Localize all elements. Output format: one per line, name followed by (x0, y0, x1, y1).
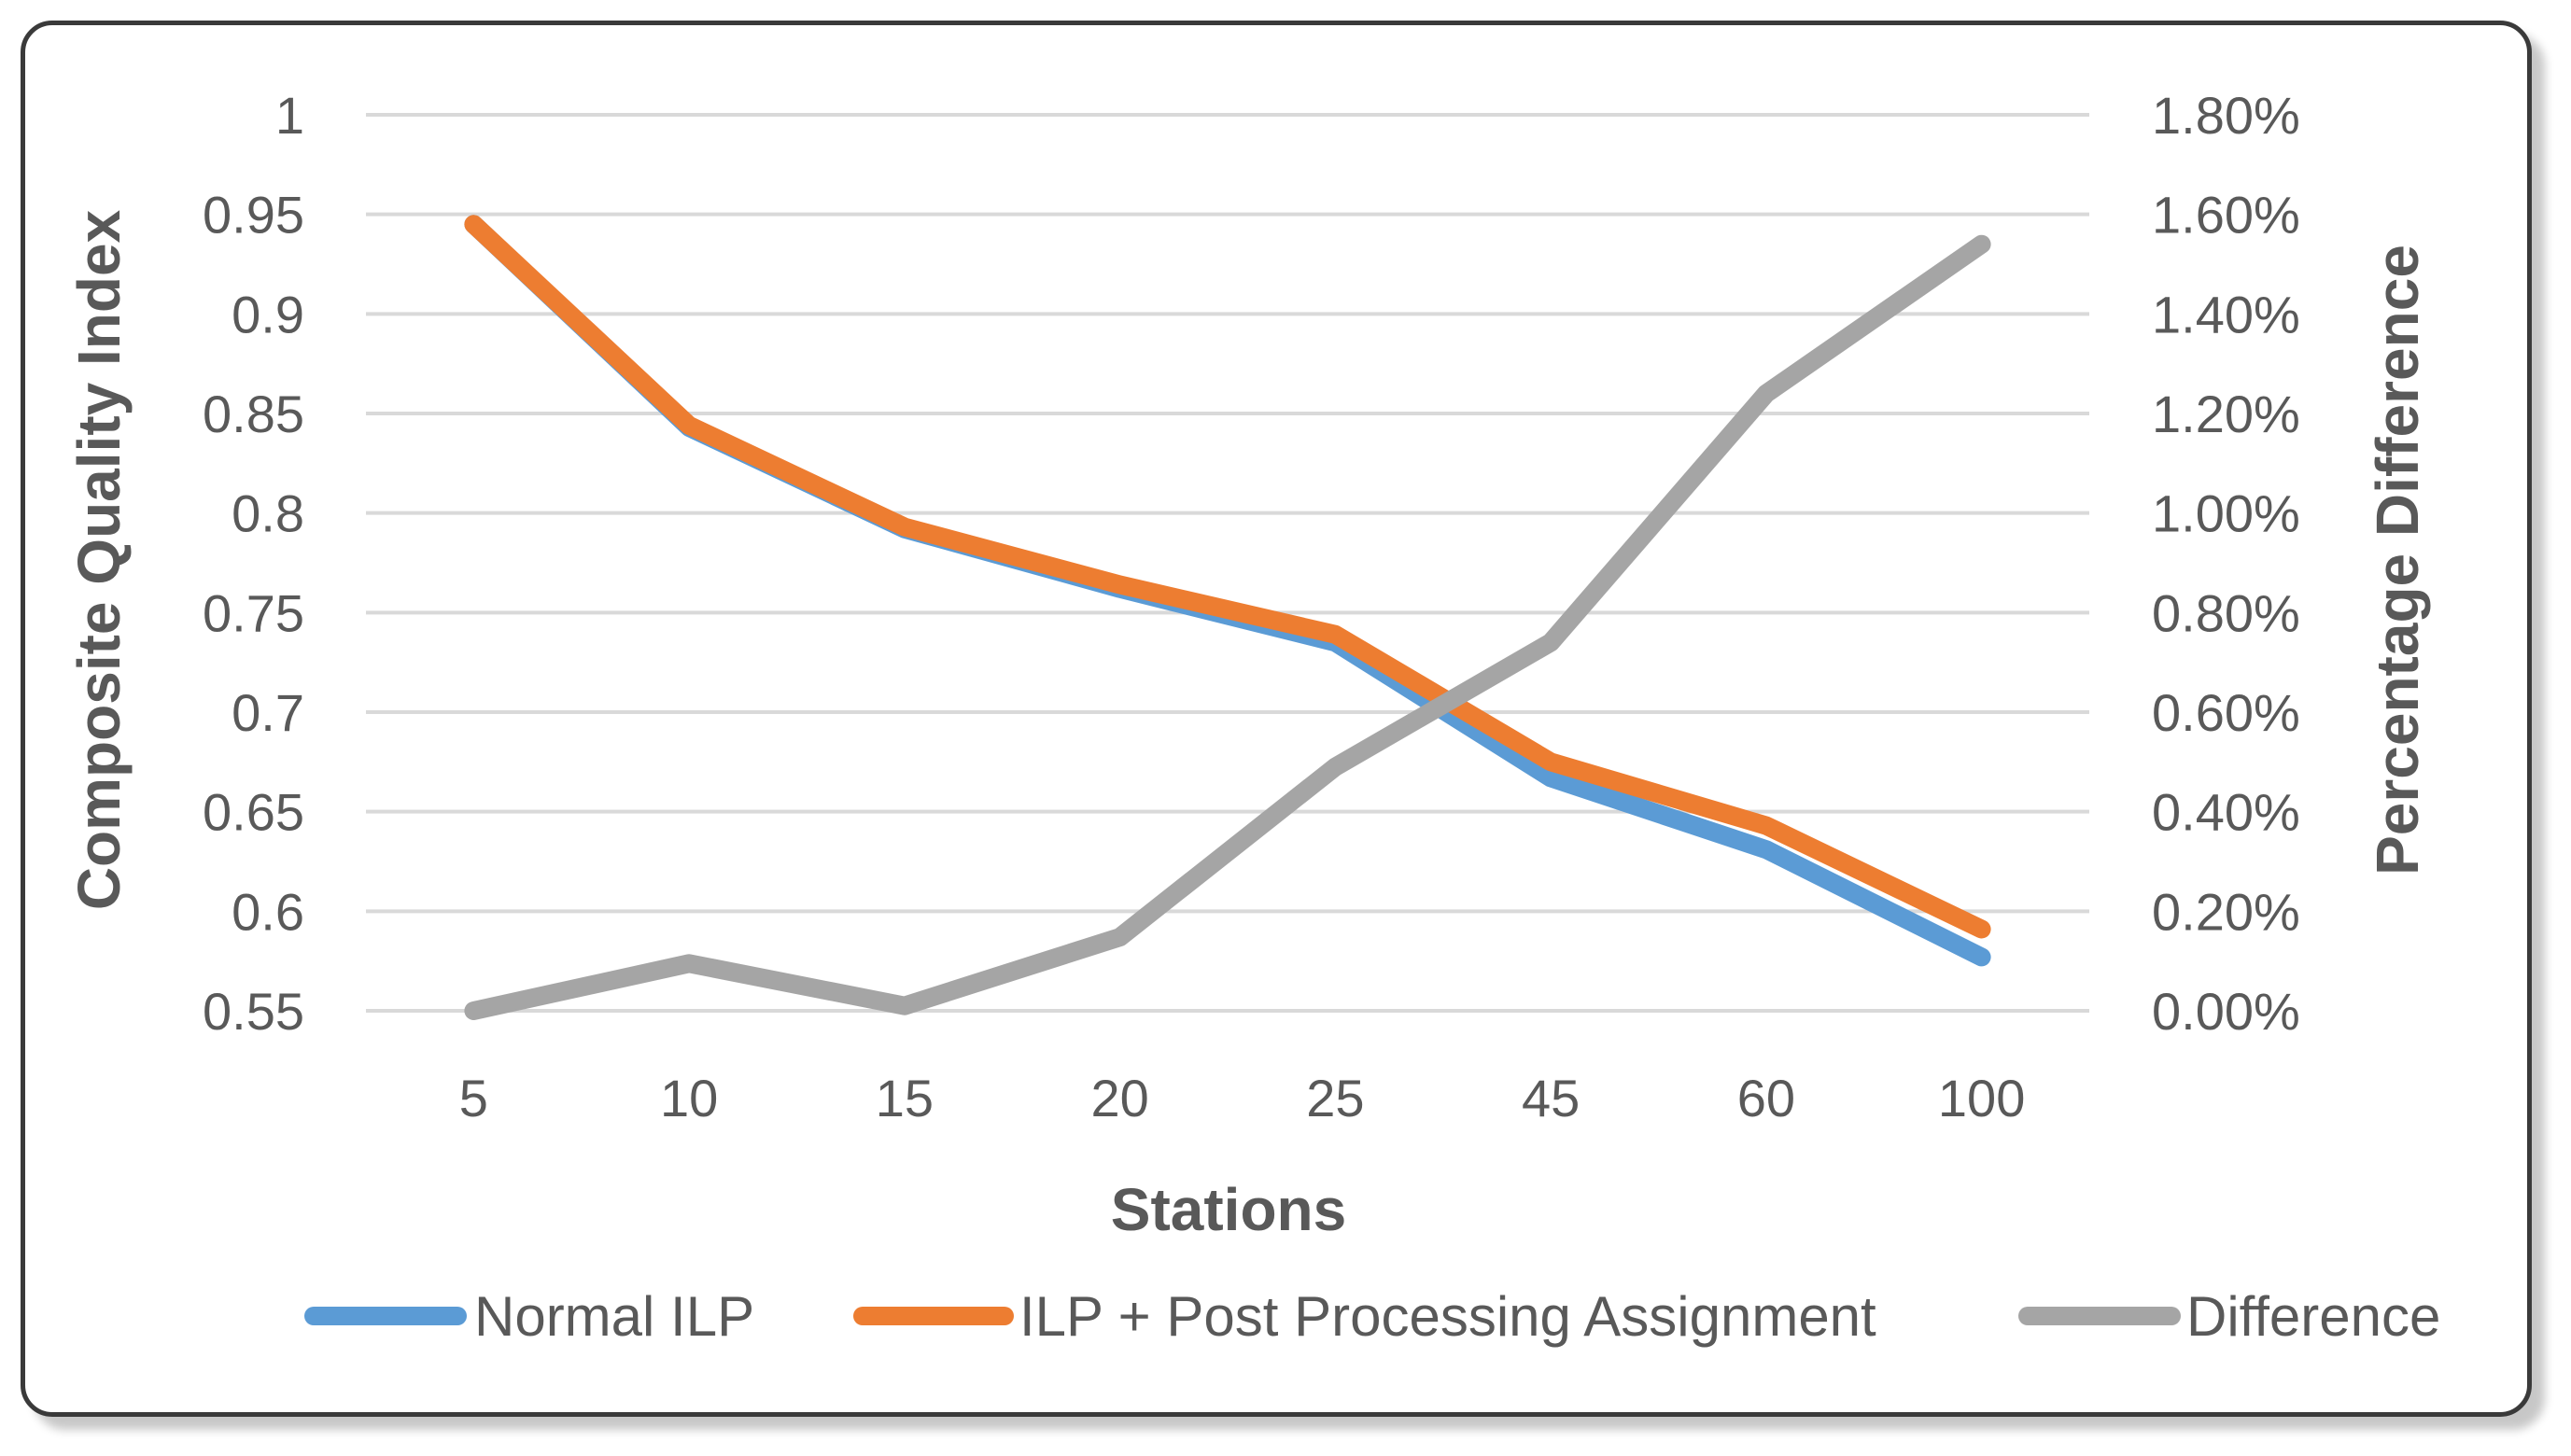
y2-tick-label: 1.40% (2152, 285, 2300, 343)
legend-item-difference: Difference (2018, 1285, 2440, 1348)
y-tick-label: 0.65 (203, 783, 304, 842)
x-tick-label: 15 (876, 1069, 934, 1127)
y2-tick-label: 1.00% (2152, 484, 2300, 543)
legend-label: ILP + Post Processing Assignment (1019, 1285, 1876, 1348)
y-tick-label: 0.75 (203, 583, 304, 642)
y2-tick-label: 0.40% (2152, 783, 2300, 842)
left-axis-ticks: 0.55 0.6 0.65 0.7 0.75 0.8 0.85 0.9 0.95 1 (203, 86, 304, 1041)
y2-tick-label: 1.60% (2152, 186, 2300, 245)
y-tick-label: 0.55 (203, 982, 304, 1041)
series-line-ilp-post-processing-assignment (464, 215, 1991, 939)
x-axis-title: Stations (1111, 1176, 1346, 1243)
x-tick-label: 45 (1522, 1069, 1580, 1127)
legend: Normal ILP ILP + Post Processing Assignme… (304, 1285, 2440, 1348)
y-tick-label: 0.85 (203, 385, 304, 443)
legend-item-normal-ilp: Normal ILP (304, 1285, 754, 1348)
x-tick-label: 25 (1306, 1069, 1364, 1127)
x-tick-label: 5 (459, 1069, 488, 1127)
gridlines (366, 113, 2089, 1013)
y-axis-title: Composite Quality Index (65, 209, 133, 910)
y2-tick-label: 0.00% (2152, 982, 2300, 1041)
legend-label: Normal ILP (474, 1285, 754, 1348)
y-tick-label: 0.9 (232, 285, 304, 343)
x-tick-label: 20 (1090, 1069, 1148, 1127)
x-tick-label: 10 (660, 1069, 718, 1127)
right-axis-ticks: 0.00% 0.20% 0.40% 0.60% 0.80% 1.00% 1.20% 1.40%… (2152, 86, 2300, 1041)
series-lines (464, 215, 1991, 1020)
y-tick-label: 0.6 (232, 882, 304, 941)
x-axis-ticks: 5 10 15 20 25 45 60 100 (459, 1069, 2026, 1127)
x-tick-label: 100 (1938, 1069, 2025, 1127)
y2-tick-label: 1.20% (2152, 385, 2300, 443)
y2-tick-label: 1.80% (2152, 86, 2300, 145)
chart-frame (21, 21, 2532, 1417)
legend-item-ilp-post-processing-assignment: ILP + Post Processing Assignment (853, 1285, 1876, 1348)
legend-label: Difference (2186, 1285, 2440, 1348)
y-tick-label: 1 (275, 86, 304, 145)
y-tick-label: 0.95 (203, 186, 304, 245)
y-tick-label: 0.8 (232, 484, 304, 543)
y2-tick-label: 0.20% (2152, 882, 2300, 941)
x-tick-label: 60 (1737, 1069, 1795, 1127)
series-line-difference (464, 234, 1991, 1020)
y-tick-label: 0.7 (232, 683, 304, 742)
y2-axis-title: Percentage Difference (2364, 245, 2431, 875)
y2-tick-label: 0.80% (2152, 583, 2300, 642)
y2-tick-label: 0.60% (2152, 683, 2300, 742)
